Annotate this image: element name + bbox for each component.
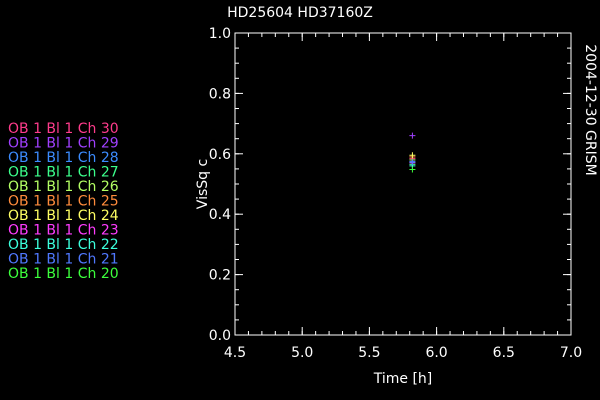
chart-title: HD25604 HD37160Z [227,5,373,21]
plot-frame [234,32,572,336]
y-tick-label: 1.0 [209,26,231,42]
legend-entry: OB 1 Bl 1 Ch 20 [8,266,119,282]
legend-entry: OB 1 Bl 1 Ch 27 [8,165,119,181]
y-tick-label: 0.6 [209,147,231,163]
legend-entry: OB 1 Bl 1 Ch 25 [8,194,119,210]
data-point-ch20 [409,166,416,173]
y-tick-label: 0.8 [209,86,231,102]
x-tick-label: 5.5 [358,345,380,361]
x-axis: 4.5 5.0 5.5 6.0 6.5 7.0 [224,33,582,361]
y-tick-label: 0.4 [209,207,231,223]
y-tick-label: 0.0 [209,328,231,344]
y-axis-label: VisSq c [195,159,211,209]
legend-entry: OB 1 Bl 1 Ch 26 [8,179,119,195]
y-axis: 0.0 0.2 0.4 0.6 0.8 1.0 [209,26,571,344]
legend-entry: OB 1 Bl 1 Ch 29 [8,136,119,152]
legend-entry: OB 1 Bl 1 Ch 23 [8,223,119,239]
date-label: 2004-12-30 GRISM [582,44,598,175]
y-tick-label: 0.2 [209,268,231,284]
legend-entry: OB 1 Bl 1 Ch 22 [8,237,119,253]
legend-entry: OB 1 Bl 1 Ch 21 [8,252,119,268]
legend-entry: OB 1 Bl 1 Ch 24 [8,208,119,224]
data-point-ch29 [409,132,416,139]
x-axis-label: Time [h] [373,371,433,387]
legend-entry: OB 1 Bl 1 Ch 28 [8,150,119,166]
data-point-ch21 [409,159,416,166]
x-tick-label: 7.0 [560,345,582,361]
x-tick-label: 5.0 [291,345,313,361]
x-tick-label: 6.5 [493,345,515,361]
x-tick-label: 4.5 [224,345,246,361]
x-tick-label: 6.0 [425,345,447,361]
data-points [409,132,416,173]
data-point-ch24 [409,152,416,159]
legend-entry: OB 1 Bl 1 Ch 30 [8,121,119,137]
